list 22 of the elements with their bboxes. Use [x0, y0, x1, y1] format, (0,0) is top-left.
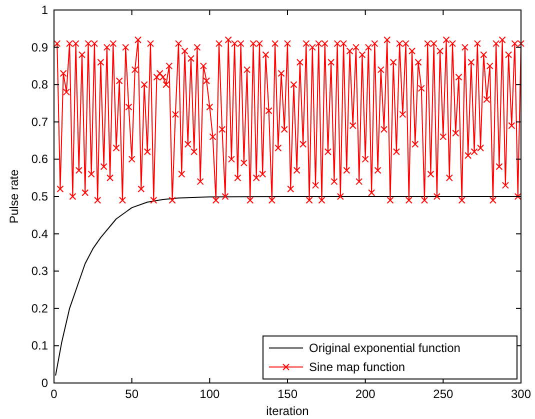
y-tick-label: 1 — [41, 3, 48, 17]
x-tick-label: 0 — [50, 387, 58, 401]
legend-label: Original exponential function — [309, 341, 460, 355]
y-tick-label: 0.1 — [31, 338, 48, 353]
x-tick-label: 200 — [355, 387, 376, 401]
y-tick-label: 0.8 — [31, 78, 48, 92]
y-tick-label: 0.7 — [31, 114, 48, 129]
y-tick-label: 0 — [41, 376, 48, 390]
y-tick-label: 0.5 — [31, 190, 48, 204]
x-axis-title: iteration — [266, 404, 309, 418]
y-tick-label: 0.9 — [31, 40, 48, 54]
x-tick-label: 300 — [510, 387, 532, 401]
y-tick-label: 0.6 — [31, 152, 48, 166]
y-axis-title: Pulse rate — [7, 169, 21, 224]
x-tick-label: 150 — [277, 387, 298, 401]
x-tick-label: 50 — [125, 387, 139, 401]
y-tick-label: 0.2 — [31, 301, 48, 316]
x-tick-label: 250 — [433, 387, 454, 401]
legend-label: Sine map function — [309, 360, 406, 374]
y-tick-label: 0.3 — [31, 264, 48, 278]
x-tick-label: 100 — [200, 387, 220, 401]
y-tick-label: 0.4 — [31, 226, 48, 241]
